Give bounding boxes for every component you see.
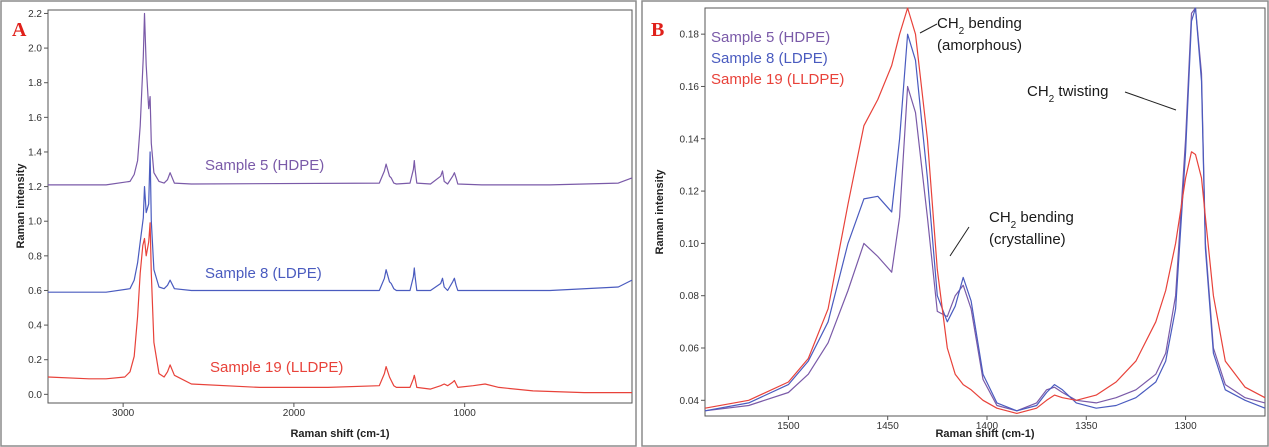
chart-a-xtick-label: 1000	[454, 408, 477, 419]
panel-a: A 3000 2000 1000 0.0 0.2 0.4 0.6 0.8 1.0 1.2 1.4 1.…	[0, 0, 637, 447]
chart-a-ytick-label: 2.0	[28, 44, 42, 55]
chart-a-ytick-label: 1.4	[28, 147, 42, 158]
chart-a-ytick-label: 0.8	[28, 251, 42, 262]
chart-a-ytick-label: 2.2	[28, 9, 42, 20]
legend-b: Sample 5 (HDPE) Sample 8 (LDPE) Sample 1…	[711, 29, 844, 88]
annotation-crystalline-leader	[949, 226, 970, 257]
chart-b-ytick-label: 0.06	[680, 344, 700, 355]
chart-a-ytick-label: 0.0	[28, 390, 42, 401]
panel-b-label: B	[651, 19, 664, 41]
panel-a-label: A	[12, 19, 27, 41]
chart-b-ytick-label: 0.12	[680, 187, 700, 198]
chart-b-ytick-label: 0.04	[680, 396, 700, 407]
annotation-twisting-leader	[1124, 91, 1177, 111]
chart-a-ytick-label: 1.6	[28, 113, 42, 124]
series-a	[47, 12, 633, 394]
y-axis-label-a: Raman intensity	[15, 163, 27, 249]
chart-b-xtick-label: 1400	[976, 421, 999, 432]
annotation-amorphous: CH2 bending (amorphous)	[919, 15, 1022, 54]
chart-b-ytick-label: 0.10	[680, 239, 700, 250]
annotation-crystalline-line1: CH2 bending	[989, 209, 1074, 231]
chart-a-ytick-label: 0.6	[28, 286, 42, 297]
chart-b-xtick-label: 1450	[877, 421, 900, 432]
chart-a-ytick-label: 1.8	[28, 78, 42, 89]
chart-b: B 1500 1450 1400 1350 1300 0.04 0.06 0.08 0.10 0.…	[641, 0, 1269, 447]
annotation-crystalline-line2: (crystalline)	[989, 231, 1066, 248]
chart-b-ytick-label: 0.16	[680, 82, 700, 93]
x-axis-label-a: Raman shift (cm-1)	[290, 428, 389, 440]
ticks-a: 3000 2000 1000 0.0 0.2 0.4 0.6 0.8 1.0 1.2 1.4 1.6 1…	[28, 9, 476, 419]
chart-a-series-lldpe	[47, 222, 632, 394]
chart-b-series-lldpe	[704, 7, 1266, 414]
annotation-crystalline: CH2 bending (crystalline)	[949, 209, 1074, 257]
chart-a-ytick-label: 1.0	[28, 217, 42, 228]
chart-b-xtick-label: 1300	[1174, 421, 1197, 432]
series-b	[704, 7, 1266, 414]
chart-b-ytick-label: 0.18	[680, 30, 700, 41]
annotation-twisting: CH2 twisting	[1027, 83, 1177, 111]
panel-b: B 1500 1450 1400 1350 1300 0.04 0.06 0.08 0.10 0.…	[641, 0, 1269, 447]
annotation-twisting-line1: CH2 twisting	[1027, 83, 1108, 105]
legend-item-lldpe: Sample 19 (LLDPE)	[711, 71, 844, 88]
chart-b-series-ldpe	[704, 7, 1266, 412]
y-axis-label-b: Raman intensity	[654, 169, 666, 255]
annotation-amorphous-line1: CH2 bending	[937, 15, 1022, 37]
chart-a-xtick-label: 2000	[283, 408, 306, 419]
chart-b-ytick-label: 0.08	[680, 291, 700, 302]
x-axis-label-b: Raman shift (cm-1)	[935, 428, 1034, 440]
annotation-ldpe-a: Sample 8 (LDPE)	[205, 265, 322, 282]
chart-a-ytick-label: 1.2	[28, 182, 42, 193]
chart-a-ytick-label: 0.4	[28, 321, 42, 332]
legend-item-hdpe: Sample 5 (HDPE)	[711, 29, 830, 46]
chart-b-ytick-label: 0.14	[680, 134, 700, 145]
chart-b-xtick-label: 1500	[777, 421, 800, 432]
chart-a: A 3000 2000 1000 0.0 0.2 0.4 0.6 0.8 1.0 1.2 1.4 1.…	[0, 0, 637, 447]
chart-a-series-ldpe	[48, 151, 633, 293]
plot-area-b	[704, 7, 1266, 417]
annotation-amorphous-line2: (amorphous)	[937, 37, 1022, 54]
chart-a-ytick-label: 0.2	[28, 355, 42, 366]
annotation-lldpe-a: Sample 19 (LLDPE)	[210, 359, 343, 376]
annotation-hdpe-a: Sample 5 (HDPE)	[205, 157, 324, 174]
chart-b-xtick-label: 1350	[1075, 421, 1098, 432]
legend-item-ldpe: Sample 8 (LDPE)	[711, 50, 828, 67]
ticks-b: 1500 1450 1400 1350 1300 0.04 0.06 0.08 0.10 0.12…	[680, 30, 1198, 432]
annotation-amorphous-leader	[919, 23, 938, 34]
chart-a-series-hdpe	[48, 12, 633, 186]
chart-a-xtick-label: 3000	[112, 408, 135, 419]
